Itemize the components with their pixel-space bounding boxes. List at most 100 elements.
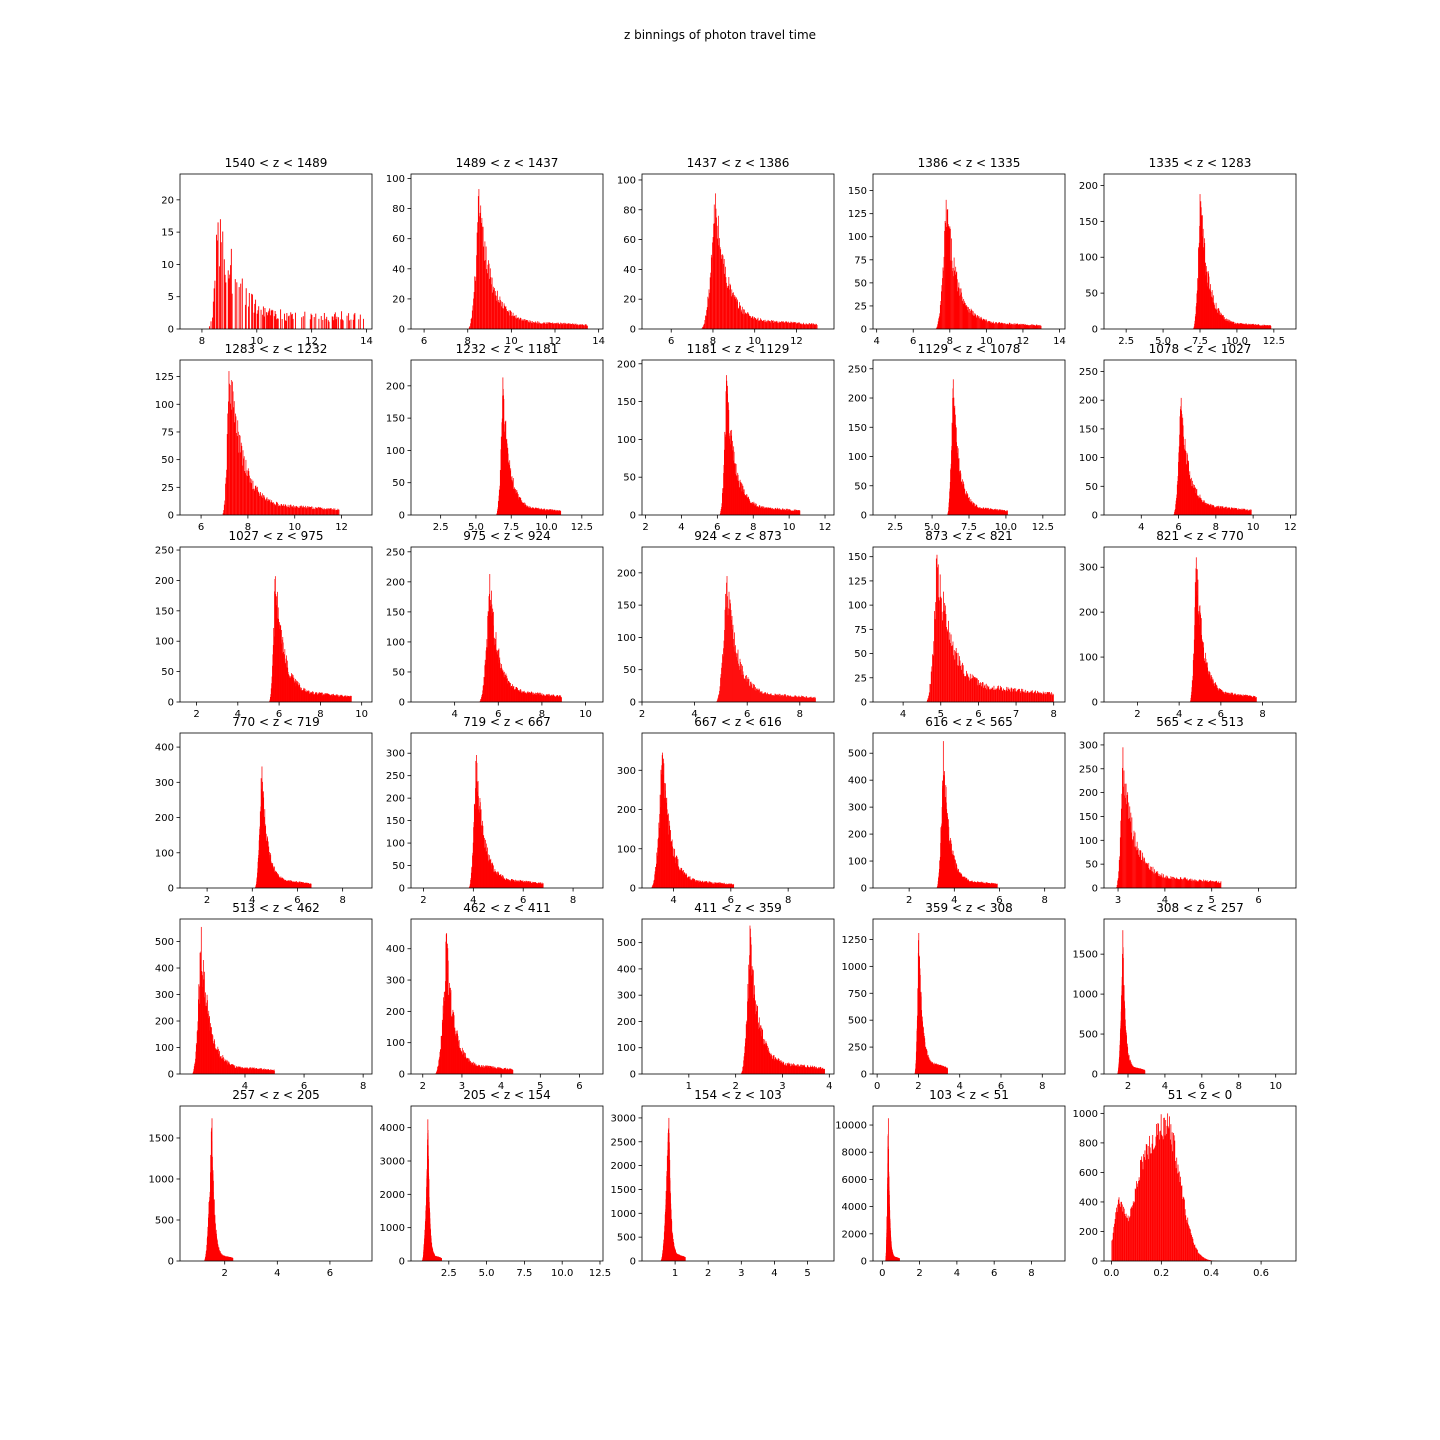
histogram-bar xyxy=(724,273,726,329)
histogram-bar xyxy=(266,1069,268,1074)
histogram-bar xyxy=(282,505,284,515)
histogram-bar xyxy=(282,636,284,702)
histogram-bar xyxy=(487,847,488,888)
y-tick-label: 300 xyxy=(617,766,636,777)
histogram-bar xyxy=(753,317,755,329)
histogram-bar xyxy=(450,1015,452,1074)
histogram-bar xyxy=(321,507,323,515)
histogram-bar xyxy=(1202,215,1203,329)
histogram-bar xyxy=(796,510,798,515)
histogram-bar xyxy=(773,1055,774,1074)
histogram-bar xyxy=(942,267,944,329)
histogram-bar xyxy=(327,320,329,329)
histogram-bar xyxy=(1269,325,1271,329)
histogram-bar xyxy=(581,324,582,329)
histogram-bar xyxy=(719,513,721,515)
y-tick-label: 25 xyxy=(161,483,174,494)
histogram-bars xyxy=(700,193,818,330)
histogram-bar xyxy=(1023,324,1024,329)
histogram-bar xyxy=(1126,804,1127,888)
histogram-bar xyxy=(752,970,754,1074)
histogram-bar xyxy=(238,287,240,329)
histogram-bar xyxy=(666,809,668,888)
histogram-bar xyxy=(238,1068,239,1074)
histogram-bar xyxy=(277,318,278,329)
histogram-bar xyxy=(505,676,506,702)
histogram-bar xyxy=(700,880,701,888)
histogram-bar xyxy=(268,500,270,515)
histogram-bar xyxy=(1203,879,1204,888)
histogram-bar xyxy=(585,324,587,329)
histogram-bar xyxy=(1187,454,1188,515)
histogram-bar xyxy=(1128,818,1130,888)
histogram-bar xyxy=(515,687,517,702)
y-tick-label: 150 xyxy=(386,607,405,618)
histogram-bar xyxy=(730,430,731,515)
histogram-bar xyxy=(1047,692,1049,702)
histogram-bar xyxy=(270,502,271,515)
histogram-bar xyxy=(1188,460,1189,515)
histogram-bar xyxy=(549,694,550,702)
histogram-bar xyxy=(524,692,525,702)
histogram-bar xyxy=(946,626,947,702)
histogram-bar xyxy=(1194,320,1196,329)
histogram-bar xyxy=(280,506,281,515)
axes-frame xyxy=(179,918,373,1075)
histogram-bar xyxy=(1182,878,1184,888)
histogram-bar xyxy=(739,669,740,702)
histogram-bar xyxy=(558,697,559,702)
histogram-bar xyxy=(467,1061,469,1074)
histogram-bar xyxy=(1130,832,1132,888)
histogram-bar xyxy=(718,695,719,702)
histogram-bar xyxy=(790,1066,791,1074)
histogram-bar xyxy=(722,883,723,888)
histogram-bar xyxy=(1222,506,1224,515)
histogram-bar xyxy=(1157,873,1159,888)
histogram-bar xyxy=(202,987,204,1074)
histogram-bar xyxy=(780,509,782,515)
histogram-bar xyxy=(287,506,288,515)
histogram-bar xyxy=(675,857,676,888)
histogram-bar xyxy=(726,375,727,515)
histogram-bar xyxy=(458,1041,460,1074)
histogram-bar xyxy=(1216,308,1218,329)
histogram-bar xyxy=(303,507,305,515)
histogram-bar xyxy=(301,317,303,329)
histogram-bar xyxy=(1213,881,1214,888)
histogram-bar xyxy=(496,650,498,702)
histogram-bar xyxy=(782,508,784,515)
histogram-bar xyxy=(533,882,535,888)
histogram-bar xyxy=(225,282,227,329)
histogram-bar xyxy=(747,983,749,1074)
histogram-bar xyxy=(791,1065,793,1074)
histogram-bar xyxy=(692,878,694,888)
histogram-bar xyxy=(794,1065,796,1074)
histogram-bar xyxy=(766,1043,767,1074)
histogram-bar xyxy=(759,505,760,515)
histogram-bar xyxy=(1207,880,1209,888)
histogram-bar xyxy=(757,318,758,329)
histogram-bar xyxy=(719,690,720,702)
histogram-bar xyxy=(747,498,748,515)
subplot-title: 1181 < z < 1129 xyxy=(687,342,790,356)
histogram-bar xyxy=(272,665,273,702)
histogram-bar xyxy=(551,696,553,702)
histogram-bar xyxy=(728,884,730,888)
histogram-bar xyxy=(493,871,495,888)
histogram-bar xyxy=(511,879,513,888)
histogram-bar xyxy=(754,1001,756,1074)
histogram-bar xyxy=(936,326,938,329)
histogram-bar xyxy=(770,322,772,329)
histogram-bar xyxy=(802,1066,804,1074)
histogram-bar xyxy=(958,665,960,702)
histogram-bar xyxy=(964,676,966,702)
histogram-bar xyxy=(341,311,343,329)
histogram-bar xyxy=(327,508,329,515)
histogram-bar xyxy=(1239,324,1240,329)
histogram-bar xyxy=(235,416,237,515)
histogram-bar xyxy=(1238,510,1240,515)
histogram-bar xyxy=(299,508,301,515)
histogram-bar xyxy=(743,314,745,329)
